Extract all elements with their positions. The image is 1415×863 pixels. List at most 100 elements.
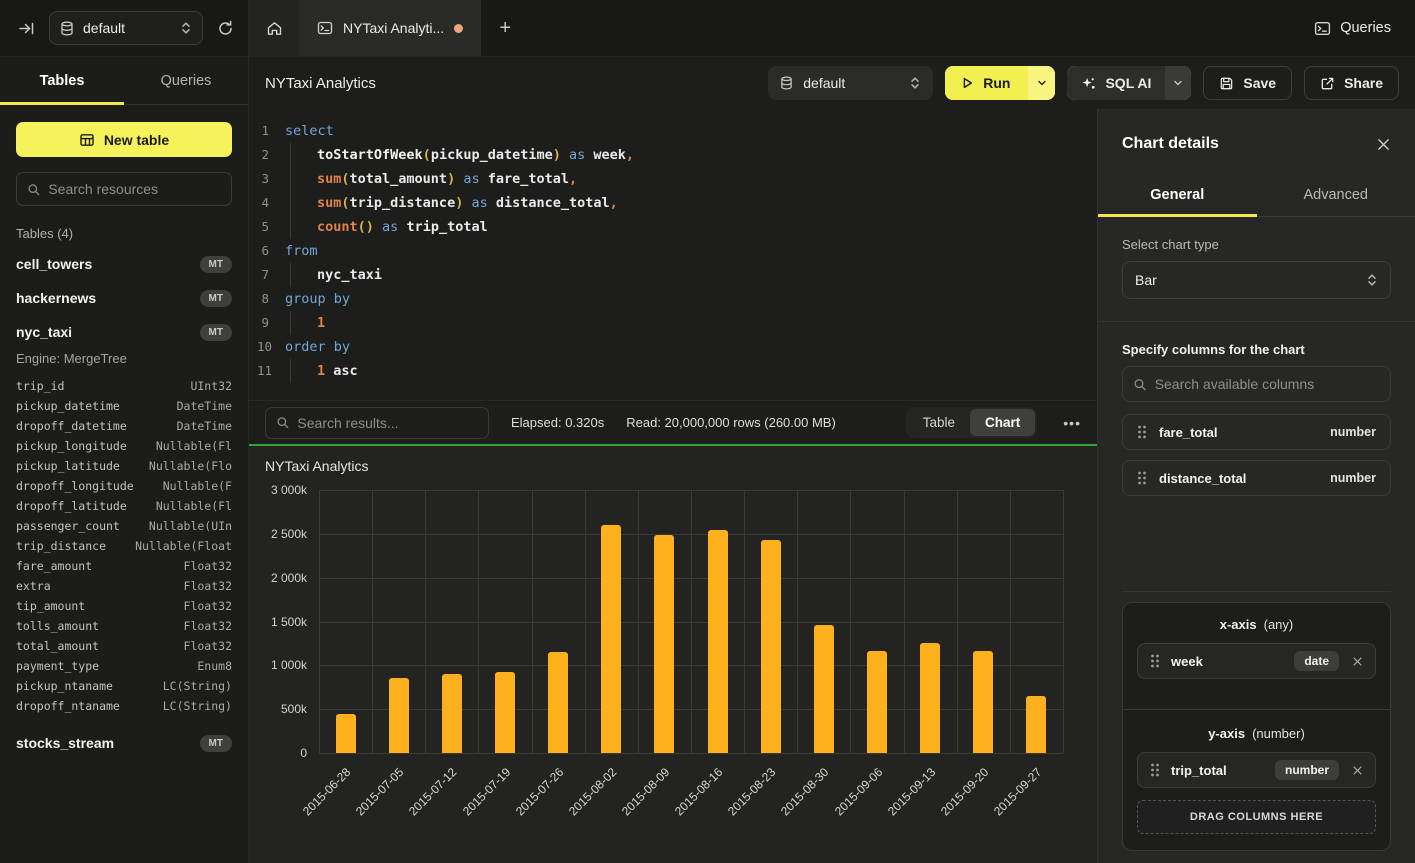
bar-2015-08-02[interactable] <box>601 525 621 753</box>
chevron-updown-icon <box>180 21 192 35</box>
sidebar-tab-queries[interactable]: Queries <box>124 57 248 104</box>
sidebar-table-cell_towers[interactable]: cell_towersMT <box>0 247 248 281</box>
close-panel-button[interactable] <box>1376 137 1391 152</box>
line-number: 10 <box>257 335 285 359</box>
column-type: LC(String) <box>163 699 232 713</box>
sidebar-tab-queries-label: Queries <box>161 73 212 89</box>
chart-type-select[interactable]: Bar <box>1122 261 1391 299</box>
available-column-fare_total[interactable]: fare_totalnumber <box>1122 414 1391 450</box>
x-axis-chips: week date <box>1137 643 1376 679</box>
indent-guide <box>290 167 317 191</box>
arrow-to-line-icon <box>18 20 35 37</box>
code-line: 2toStartOfWeek(pickup_datetime) as week, <box>257 143 1089 167</box>
remove-column-button[interactable] <box>1350 654 1365 669</box>
view-toggle-table[interactable]: Table <box>908 409 970 436</box>
sidebar-tabs: Tables Queries <box>0 57 248 105</box>
table-column-row: pickup_latitudeNullable(Flo <box>16 456 232 476</box>
x-axis-tick-label: 2015-07-12 <box>406 765 459 818</box>
run-button-main[interactable]: Run <box>945 66 1028 100</box>
bar-2015-07-05[interactable] <box>389 678 409 753</box>
new-table-button[interactable]: New table <box>16 122 232 157</box>
queries-button[interactable]: Queries <box>1314 20 1391 37</box>
line-number: 7 <box>257 263 285 287</box>
drag-handle-icon <box>1137 425 1147 439</box>
sql-ai-button[interactable]: SQL AI <box>1067 66 1191 100</box>
column-type: Nullable(Fl <box>156 439 232 453</box>
axis-chip-type-tag: date <box>1294 651 1339 671</box>
axis-column-week[interactable]: week date <box>1137 643 1376 679</box>
run-button[interactable]: Run <box>945 66 1055 100</box>
bar-2015-09-06[interactable] <box>867 651 887 753</box>
home-icon <box>266 20 283 37</box>
view-toggle-chart[interactable]: Chart <box>970 409 1035 436</box>
tab-nytaxi-analytics[interactable]: NYTaxi Analyti... <box>299 0 481 56</box>
axis-chip-name: week <box>1171 654 1283 669</box>
queries-button-label: Queries <box>1340 20 1391 36</box>
bar-2015-08-09[interactable] <box>654 535 674 753</box>
bar-2015-08-16[interactable] <box>708 530 728 753</box>
remove-column-button[interactable] <box>1350 763 1365 778</box>
results-more-button[interactable]: ••• <box>1063 415 1081 431</box>
drag-handle-icon <box>1150 654 1160 668</box>
bar-2015-06-28[interactable] <box>336 714 356 753</box>
table-column-row: pickup_ntanameLC(String) <box>16 676 232 696</box>
tables-section-header: Tables (4) <box>16 226 232 241</box>
view-toggle-chart-label: Chart <box>985 415 1020 430</box>
column-type: Float32 <box>184 619 232 633</box>
sidebar-tab-tables[interactable]: Tables <box>0 57 124 104</box>
new-tab-button[interactable]: + <box>481 0 529 56</box>
drag-columns-drop-zone[interactable]: DRAG COLUMNS HERE <box>1137 800 1376 834</box>
drag-handle[interactable] <box>1137 471 1147 485</box>
column-chip-type: number <box>1330 471 1376 485</box>
database-selector[interactable]: default <box>49 11 203 45</box>
x-axis-tick-label: 2015-08-16 <box>672 765 725 818</box>
column-type: Nullable(Fl <box>156 499 232 513</box>
code-line: 91 <box>257 311 1089 335</box>
bar-2015-09-27[interactable] <box>1026 696 1046 753</box>
run-options-chevron[interactable] <box>1028 66 1055 100</box>
table-column-row: tip_amountFloat32 <box>16 596 232 616</box>
columns-search-input[interactable] <box>1155 376 1380 392</box>
sidebar-table-nyc_taxi[interactable]: nyc_taxiMT <box>0 315 248 349</box>
sql-ai-chevron[interactable] <box>1165 66 1191 100</box>
bar-2015-07-12[interactable] <box>442 674 462 753</box>
share-button[interactable]: Share <box>1304 66 1399 100</box>
refresh-button[interactable] <box>217 20 234 37</box>
unsaved-changes-dot <box>454 24 463 33</box>
axis-column-trip_total[interactable]: trip_totalnumber <box>1137 752 1376 788</box>
sql-editor[interactable]: 1select2toStartOfWeek(pickup_datetime) a… <box>249 109 1097 400</box>
drag-handle[interactable] <box>1150 654 1160 668</box>
query-toolbar: NYTaxi Analytics default Run <box>249 57 1415 109</box>
code-text: count() as trip_total <box>317 215 488 239</box>
sidebar-search-input[interactable] <box>48 181 221 197</box>
sidebar-table-hackernews[interactable]: hackernewsMT <box>0 281 248 315</box>
axis-config-box: x-axis(any) weekdate y-axis(number) trip… <box>1122 602 1391 851</box>
save-button[interactable]: Save <box>1203 66 1292 100</box>
panel-tab-general[interactable]: General <box>1098 173 1257 216</box>
toolbar-database-selector[interactable]: default <box>768 66 933 100</box>
indent-guide <box>290 191 317 215</box>
bar-2015-09-20[interactable] <box>973 651 993 753</box>
available-column-distance_total[interactable]: distance_totalnumber <box>1122 460 1391 496</box>
collapse-sidebar-button[interactable] <box>18 20 35 37</box>
bar-2015-07-19[interactable] <box>495 672 515 753</box>
code-text: 1 asc <box>317 359 358 383</box>
bar-2015-07-26[interactable] <box>548 652 568 753</box>
topbar: default NYTaxi Analyti... + Queries <box>0 0 1415 57</box>
bar-2015-08-30[interactable] <box>814 625 834 753</box>
indent-guide <box>290 311 317 335</box>
drag-handle[interactable] <box>1137 425 1147 439</box>
column-name: pickup_ntaname <box>16 679 113 693</box>
bar-2015-08-23[interactable] <box>761 540 781 753</box>
home-tab-button[interactable] <box>249 0 299 56</box>
sidebar-table-stocks_stream[interactable]: stocks_streamMT <box>0 726 248 760</box>
x-axis-tick-label: 2015-09-13 <box>885 765 938 818</box>
x-axis-tick-label: 2015-08-30 <box>778 765 831 818</box>
sql-ai-button-main[interactable]: SQL AI <box>1067 66 1165 100</box>
table-column-row: pickup_longitudeNullable(Fl <box>16 436 232 456</box>
bar-2015-09-13[interactable] <box>920 643 940 753</box>
results-search-input[interactable] <box>297 415 478 431</box>
panel-tab-advanced[interactable]: Advanced <box>1257 173 1415 216</box>
line-number: 8 <box>257 287 285 311</box>
drag-handle[interactable] <box>1150 763 1160 777</box>
